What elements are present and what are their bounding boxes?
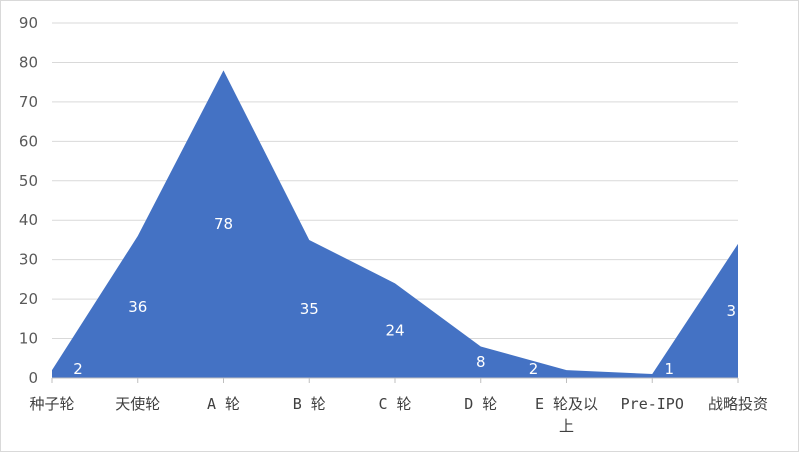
area-series: [52, 70, 738, 378]
data-label: 36: [128, 298, 147, 316]
y-axis-ticks: 0 10 20 30 40 50 60 70 80 90: [19, 14, 38, 387]
y-tick-label: 80: [19, 53, 38, 71]
data-labels: 2 36 78 35 24 8 2 1 3: [73, 215, 736, 378]
x-tick-label: 天使轮: [115, 395, 160, 413]
y-tick-label: 50: [19, 172, 38, 190]
x-tick-label: A 轮: [207, 395, 240, 413]
y-tick-label: 60: [19, 132, 38, 150]
x-tick-label: D 轮: [464, 395, 497, 413]
y-tick-label: 30: [19, 251, 38, 269]
x-tick-label: 种子轮: [29, 395, 74, 413]
x-tick-label: E 轮及以上: [535, 395, 598, 435]
data-label: 24: [385, 322, 404, 340]
x-tick-label: C 轮: [378, 395, 411, 413]
data-label: 2: [529, 360, 539, 378]
y-tick-label: 0: [28, 369, 38, 387]
data-label: 8: [476, 353, 486, 371]
y-tick-label: 10: [19, 330, 38, 348]
data-label: 78: [214, 215, 233, 233]
x-axis: [51, 377, 739, 383]
data-label: 1: [664, 360, 674, 378]
y-tick-label: 90: [19, 14, 38, 32]
x-tick-label: B 轮: [293, 395, 326, 413]
data-label: 35: [300, 300, 319, 318]
y-tick-label: 70: [19, 93, 38, 111]
x-tick-label: 战略投资: [708, 395, 768, 413]
y-tick-label: 20: [19, 290, 38, 308]
data-label: 3: [726, 302, 736, 320]
data-label: 2: [73, 360, 83, 378]
x-tick-label: Pre-IPO: [621, 395, 684, 413]
y-tick-label: 40: [19, 211, 38, 229]
x-axis-ticks: 种子轮 天使轮 A 轮 B 轮 C 轮 D 轮 E 轮及以上 Pre-IPO 战略投资: [29, 395, 768, 435]
area-fill: [52, 70, 738, 378]
